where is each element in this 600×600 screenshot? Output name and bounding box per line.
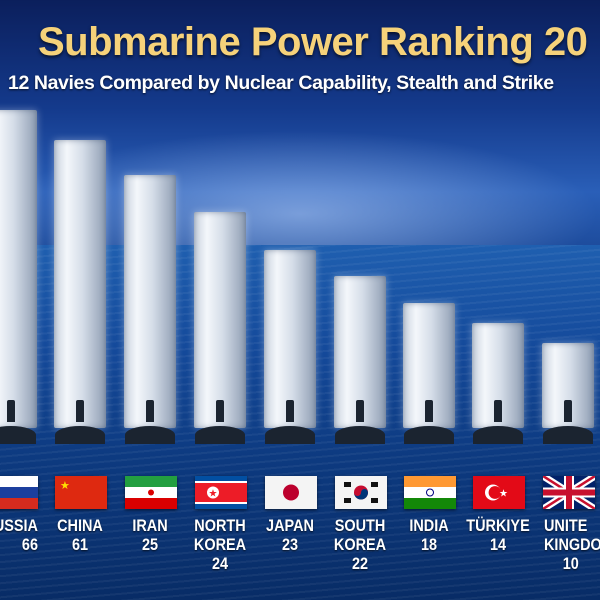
value-label: 24 bbox=[211, 554, 229, 573]
value-label: 61 bbox=[71, 535, 89, 554]
north-korea-flag-icon: ★ bbox=[195, 476, 247, 509]
value-label: 66 bbox=[21, 535, 38, 554]
submarine-icon bbox=[0, 426, 36, 444]
svg-text:★: ★ bbox=[209, 489, 218, 500]
category-name: CHINA bbox=[57, 516, 103, 535]
category-name: UNITE bbox=[544, 516, 588, 535]
value-label: 10 bbox=[562, 554, 579, 573]
value-label: 14 bbox=[489, 535, 507, 554]
south-korea-flag-icon bbox=[335, 476, 387, 509]
category-name: IRAN bbox=[132, 516, 168, 535]
bar bbox=[264, 250, 316, 428]
submarine-sail-icon bbox=[216, 400, 224, 422]
svg-text:★: ★ bbox=[499, 489, 508, 500]
chart-title: Submarine Power Ranking 20 bbox=[38, 20, 588, 64]
united-kingdom-flag-icon bbox=[543, 476, 595, 509]
category-label: USSIA66 bbox=[0, 516, 38, 554]
bar bbox=[54, 140, 106, 428]
turkiye-flag-icon: ★ bbox=[473, 476, 525, 509]
category-label: IRAN 25 bbox=[116, 516, 184, 554]
category-label: CHINA 61 bbox=[46, 516, 114, 554]
category-label: TÜRKIYE 14 bbox=[464, 516, 532, 554]
submarine-icon bbox=[543, 426, 593, 444]
submarine-icon bbox=[335, 426, 385, 444]
category-label: NORTH KOREA 24 bbox=[186, 516, 254, 573]
category-label: INDIA 18 bbox=[395, 516, 463, 554]
submarine-sail-icon bbox=[146, 400, 154, 422]
submarine-sail-icon bbox=[564, 400, 572, 422]
category-label: JAPAN 23 bbox=[256, 516, 324, 554]
submarine-icon bbox=[55, 426, 105, 444]
submarine-sail-icon bbox=[7, 400, 15, 422]
chart-subtitle: 12 Navies Compared by Nuclear Capability… bbox=[8, 72, 554, 94]
svg-text:★: ★ bbox=[60, 480, 70, 492]
value-label: 22 bbox=[351, 554, 369, 573]
submarine-icon bbox=[125, 426, 175, 444]
submarine-sail-icon bbox=[425, 400, 433, 422]
japan-flag-icon bbox=[265, 476, 317, 509]
iran-flag-icon bbox=[125, 476, 177, 509]
category-name: INDIA bbox=[409, 516, 449, 535]
submarine-sail-icon bbox=[494, 400, 502, 422]
india-flag-icon bbox=[404, 476, 456, 509]
value-label: 18 bbox=[420, 535, 438, 554]
submarine-icon bbox=[195, 426, 245, 444]
value-label: 25 bbox=[141, 535, 159, 554]
bar bbox=[0, 110, 37, 428]
value-label: 23 bbox=[281, 535, 299, 554]
category-label: UNITE KINGDO 10 bbox=[544, 516, 600, 573]
category-name: USSIA bbox=[0, 516, 38, 535]
category-name: KOREA bbox=[333, 535, 387, 554]
bar bbox=[124, 175, 176, 428]
submarine-icon bbox=[473, 426, 523, 444]
russia-flag-icon bbox=[0, 476, 38, 509]
category-name: SOUTH bbox=[334, 516, 386, 535]
category-name: JAPAN bbox=[266, 516, 314, 535]
submarine-icon bbox=[404, 426, 454, 444]
submarine-sail-icon bbox=[356, 400, 364, 422]
category-name: TÜRKIYE bbox=[466, 516, 530, 535]
category-name: NORTH bbox=[194, 516, 246, 535]
submarine-sail-icon bbox=[286, 400, 294, 422]
category-name: KOREA bbox=[193, 535, 247, 554]
category-label: SOUTH KOREA 22 bbox=[326, 516, 394, 573]
submarine-sail-icon bbox=[76, 400, 84, 422]
submarine-icon bbox=[265, 426, 315, 444]
china-flag-icon: ★ bbox=[55, 476, 107, 509]
category-name: KINGDO bbox=[544, 535, 600, 554]
bar bbox=[194, 212, 246, 428]
